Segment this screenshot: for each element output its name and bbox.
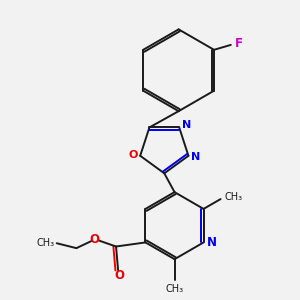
Text: CH₃: CH₃ xyxy=(36,238,54,248)
Text: N: N xyxy=(207,236,217,249)
Text: F: F xyxy=(235,37,242,50)
Text: O: O xyxy=(90,233,100,246)
Text: N: N xyxy=(182,120,191,130)
Text: CH₃: CH₃ xyxy=(225,192,243,202)
Text: N: N xyxy=(191,152,200,162)
Text: CH₃: CH₃ xyxy=(166,284,184,294)
Text: O: O xyxy=(128,150,137,160)
Text: O: O xyxy=(115,268,125,282)
